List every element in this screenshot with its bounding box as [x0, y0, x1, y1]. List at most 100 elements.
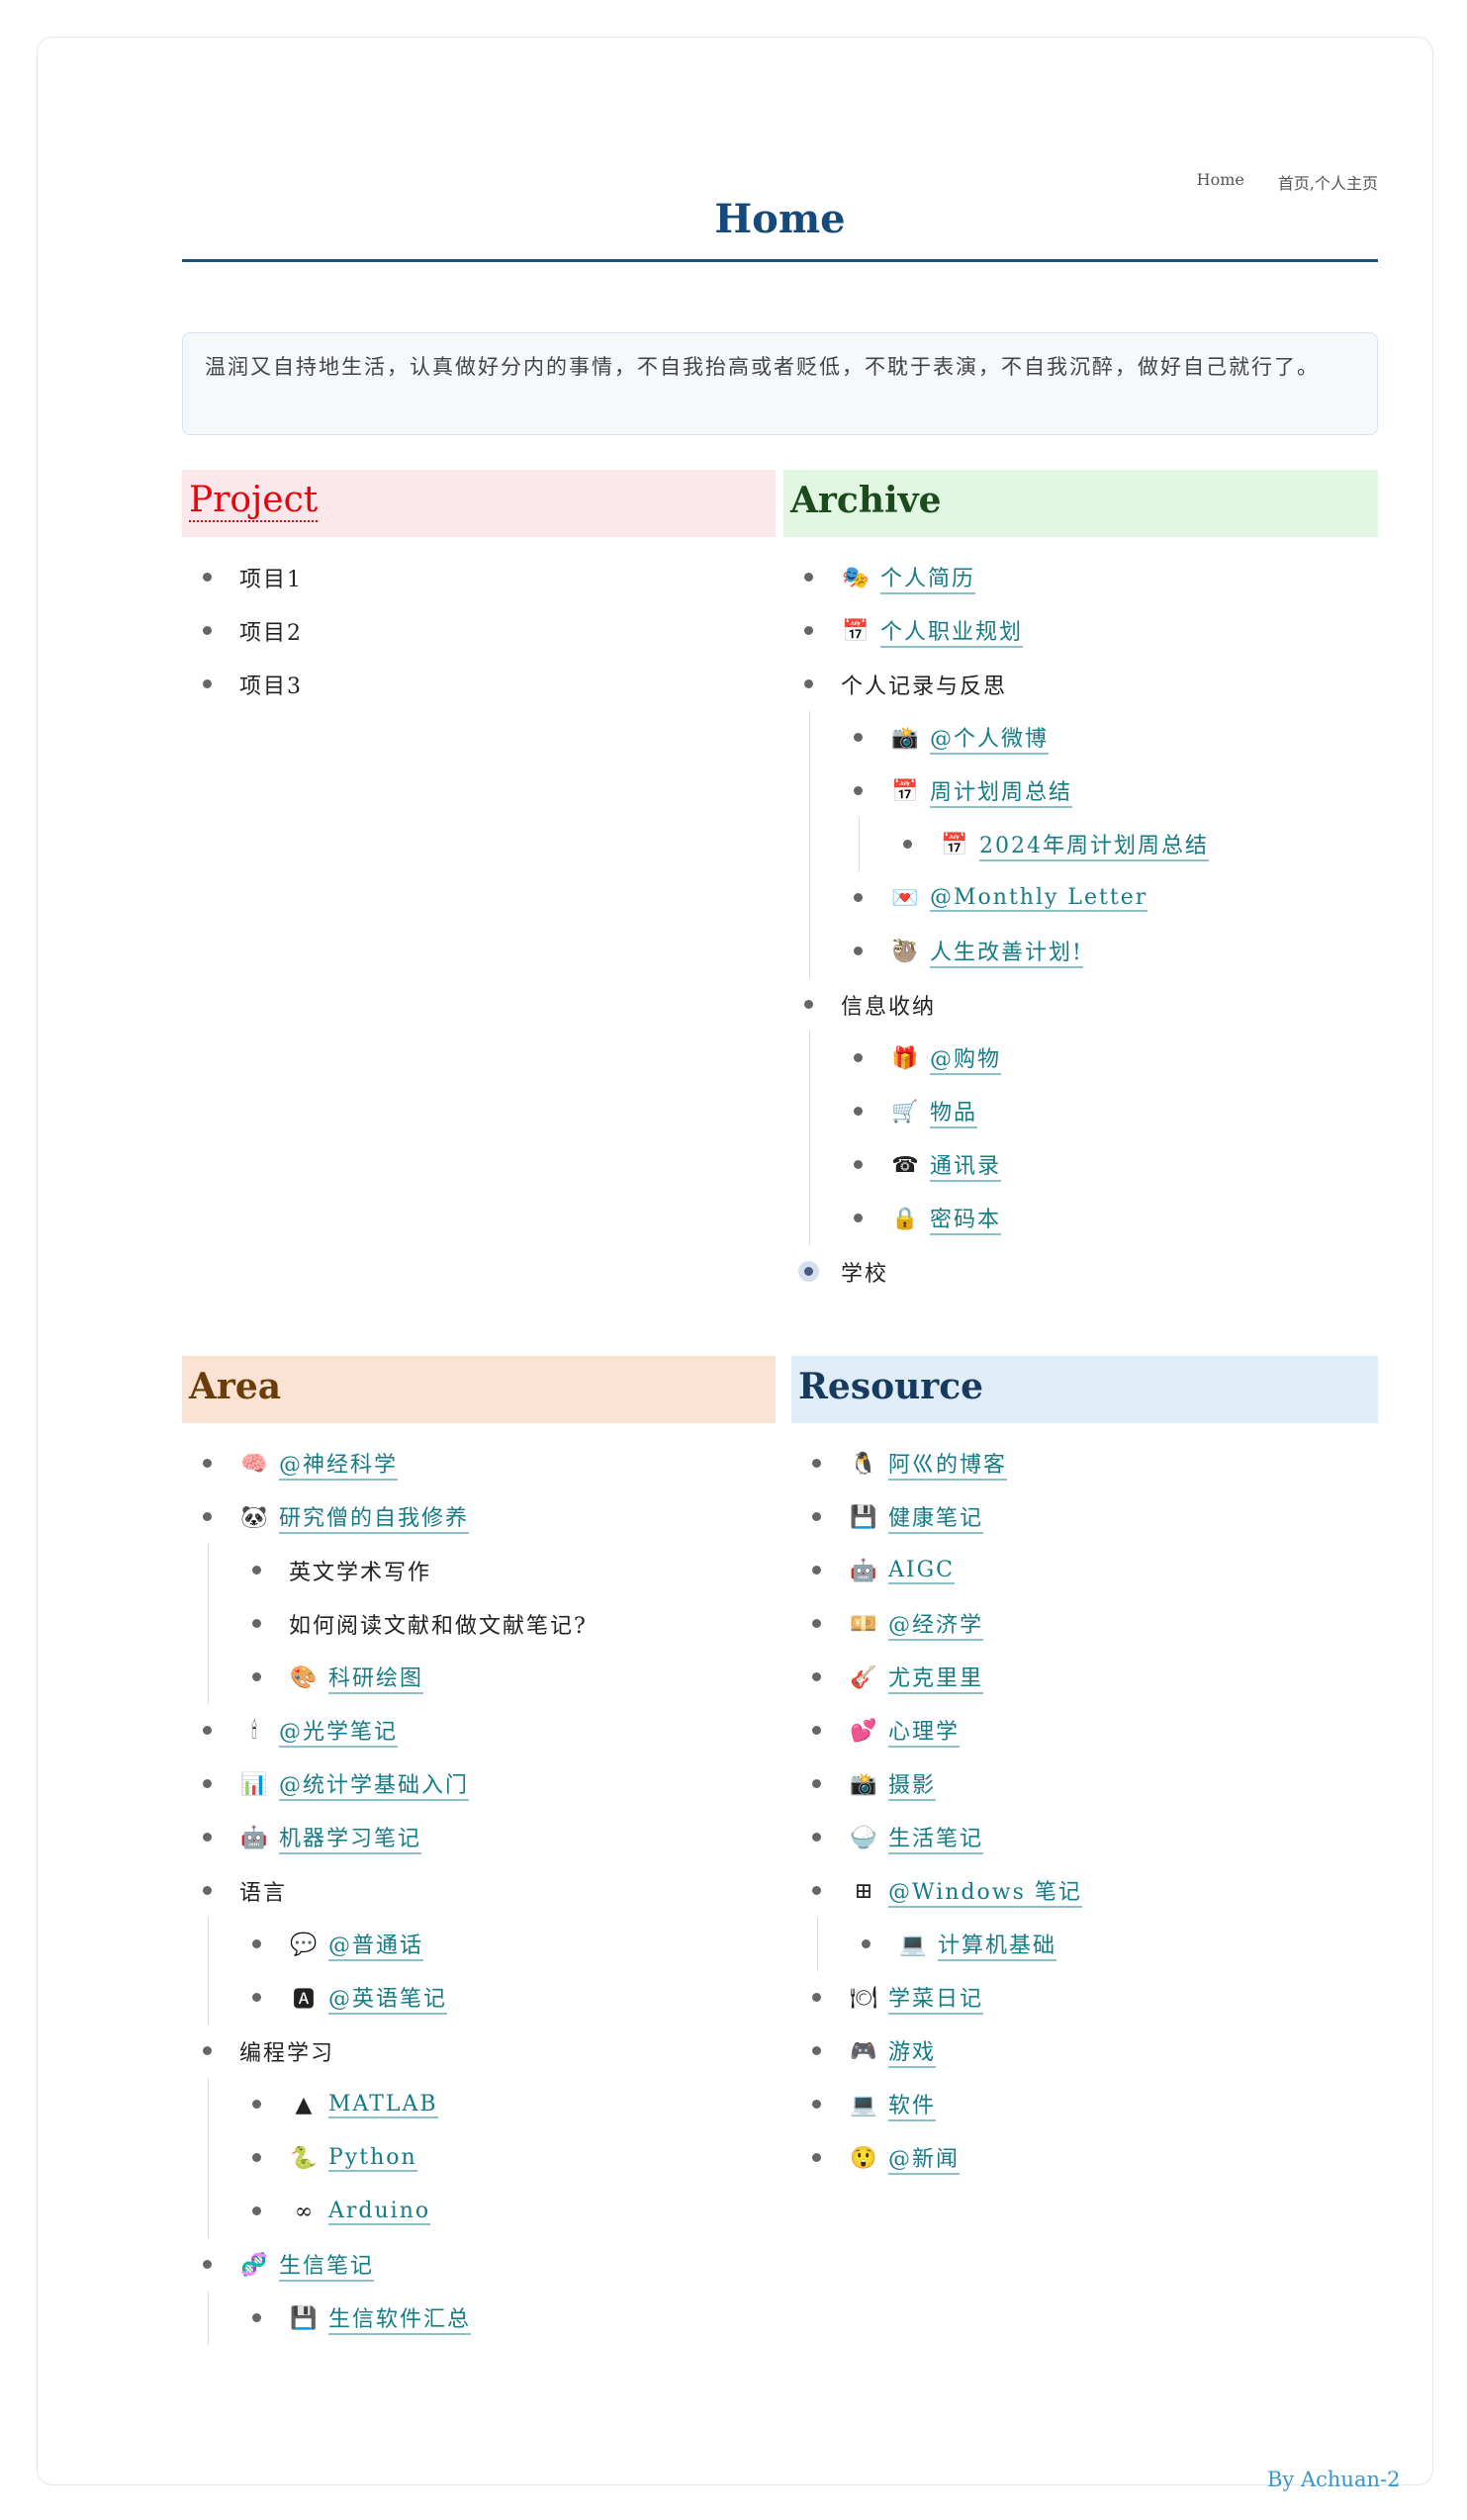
bullet-icon[interactable]	[252, 1619, 261, 1628]
bullet-icon[interactable]	[203, 1833, 212, 1842]
list-item-row[interactable]: 📅 周计划周总结	[833, 765, 1378, 818]
bullet-icon[interactable]	[854, 1214, 863, 1222]
page-link[interactable]: Python	[328, 2144, 417, 2172]
list-item-row[interactable]: 🤖 机器学习笔记	[182, 1811, 776, 1864]
page-link[interactable]: 密码本	[930, 1202, 1002, 1235]
page-link[interactable]: @统计学基础入门	[279, 1767, 470, 1801]
page-link[interactable]: 个人简历	[880, 561, 976, 594]
page-link[interactable]: @新闻	[888, 2141, 961, 2175]
page-link[interactable]: @神经科学	[279, 1447, 399, 1481]
bullet-icon[interactable]	[804, 626, 813, 635]
bullet-icon[interactable]	[812, 2046, 821, 2055]
bullet-icon[interactable]	[203, 2260, 212, 2269]
bullet-icon[interactable]	[804, 573, 813, 582]
bullet-icon[interactable]	[252, 2206, 261, 2215]
bullet-icon[interactable]	[854, 893, 863, 902]
list-item-row[interactable]: 💻 计算机基础	[841, 1918, 1378, 1971]
page-link[interactable]: 人生改善计划!	[930, 935, 1083, 968]
bullet-icon[interactable]	[804, 1000, 813, 1009]
bullet-icon[interactable]	[252, 2153, 261, 2162]
list-item-row[interactable]: 🦥 人生改善计划!	[833, 925, 1378, 978]
list-item-row[interactable]: 🍚 生活笔记	[791, 1811, 1378, 1864]
list-item-row[interactable]: 💾 生信软件汇总	[231, 2292, 776, 2345]
list-item-row[interactable]: 🎨 科研绘图	[231, 1651, 776, 1704]
page-link[interactable]: 生信软件汇总	[328, 2301, 472, 2335]
bullet-icon[interactable]	[862, 1939, 871, 1948]
page-link[interactable]: @个人微博	[930, 721, 1050, 755]
bullet-icon[interactable]	[812, 1886, 821, 1895]
page-link[interactable]: 计算机基础	[938, 1928, 1057, 1961]
page-link[interactable]: 健康笔记	[888, 1500, 984, 1534]
list-item-row[interactable]: 🍽 学菜日记	[791, 1971, 1378, 2025]
bullet-icon[interactable]	[203, 573, 212, 582]
list-item-row[interactable]: 📸 摄影	[791, 1757, 1378, 1811]
list-item-row[interactable]: ∞ Arduino	[231, 2185, 776, 2238]
page-link[interactable]: 软件	[888, 2088, 937, 2121]
bullet-icon[interactable]	[854, 733, 863, 742]
bullet-icon[interactable]	[203, 626, 212, 635]
bullet-icon[interactable]	[252, 1672, 261, 1681]
list-item-row[interactable]: ▲ MATLAB	[231, 2078, 776, 2131]
page-link[interactable]: 个人职业规划	[880, 614, 1024, 648]
page-link[interactable]: @购物	[930, 1041, 1002, 1075]
list-item-row[interactable]: 🅰 @英语笔记	[231, 1971, 776, 2025]
list-item-row[interactable]: 🐧 阿巛的博客	[791, 1437, 1378, 1490]
breadcrumb-aliases[interactable]: 首页,个人主页	[1277, 174, 1378, 193]
list-item-row[interactable]: 🎮 游戏	[791, 2025, 1378, 2078]
list-item-row[interactable]: 🕯 @光学笔记	[182, 1704, 776, 1757]
list-item-row[interactable]: 💾 健康笔记	[791, 1490, 1378, 1544]
list-item-row[interactable]: 🧬 生信笔记	[182, 2238, 776, 2292]
page-link[interactable]: 生信笔记	[279, 2248, 375, 2282]
bullet-icon[interactable]	[252, 1939, 261, 1948]
bullet-icon[interactable]	[812, 2153, 821, 2162]
bullet-icon[interactable]	[854, 1160, 863, 1169]
list-item-row[interactable]: ☎ 通讯录	[833, 1138, 1378, 1192]
list-item-row[interactable]: 📊 @统计学基础入门	[182, 1757, 776, 1811]
page-link[interactable]: 游戏	[888, 2034, 937, 2068]
page-link[interactable]: @经济学	[888, 1607, 984, 1641]
bullet-icon[interactable]	[903, 840, 912, 849]
bullet-icon[interactable]	[854, 786, 863, 795]
page-link[interactable]: 尤克里里	[888, 1661, 984, 1694]
list-item-row[interactable]: 🐍 Python	[231, 2131, 776, 2185]
bullet-icon[interactable]	[203, 2046, 212, 2055]
bullet-icon[interactable]	[812, 1619, 821, 1628]
list-item-row[interactable]: 💬 @普通话	[231, 1918, 776, 1971]
list-item-row[interactable]: 📅 个人职业规划	[783, 604, 1378, 658]
page-link[interactable]: 研究僧的自我修养	[279, 1500, 470, 1534]
page-link[interactable]: MATLAB	[328, 2091, 438, 2118]
list-item-row[interactable]: 🐼 研究僧的自我修养	[182, 1490, 776, 1544]
page-link[interactable]: @Windows 笔记	[888, 1874, 1082, 1908]
bullet-icon[interactable]	[203, 1886, 212, 1895]
page-link[interactable]: 生活笔记	[888, 1821, 984, 1854]
page-link[interactable]: 2024年周计划周总结	[979, 828, 1209, 861]
list-item-row[interactable]: 💻 软件	[791, 2078, 1378, 2131]
list-item-row[interactable]: 🧠 @神经科学	[182, 1437, 776, 1490]
page-link[interactable]: 摄影	[888, 1767, 937, 1801]
bullet-icon[interactable]	[854, 946, 863, 955]
page-link[interactable]: 周计划周总结	[930, 774, 1073, 808]
page-link[interactable]: AIGC	[888, 1557, 955, 1584]
bullet-icon[interactable]	[203, 1726, 212, 1735]
list-item-row[interactable]: 🛒 物品	[833, 1085, 1378, 1138]
bullet-icon[interactable]	[854, 1053, 863, 1062]
list-item-row[interactable]: 💴 @经济学	[791, 1597, 1378, 1651]
list-item-row[interactable]: ⊞ @Windows 笔记	[791, 1864, 1378, 1918]
bullet-icon[interactable]	[812, 1993, 821, 2002]
bullet-icon[interactable]	[812, 1512, 821, 1521]
bullet-icon[interactable]	[812, 1459, 821, 1468]
bullet-icon[interactable]	[812, 2100, 821, 2109]
page-link[interactable]: Arduino	[328, 2198, 431, 2225]
page-link[interactable]: @普通话	[328, 1928, 424, 1961]
list-item-row[interactable]: 🎭 个人简历	[783, 551, 1378, 604]
page-link[interactable]: 物品	[930, 1095, 978, 1128]
bullet-icon[interactable]	[804, 679, 813, 688]
page-link[interactable]: @Monthly Letter	[930, 884, 1148, 912]
bullet-icon[interactable]	[812, 1833, 821, 1842]
bullet-icon[interactable]	[812, 1726, 821, 1735]
bullet-icon[interactable]	[203, 1779, 212, 1788]
list-item-row[interactable]: 🔒 密码本	[833, 1192, 1378, 1245]
page-link[interactable]: @英语笔记	[328, 1981, 448, 2015]
bullet-icon[interactable]	[812, 1672, 821, 1681]
list-item-row[interactable]: 😲 @新闻	[791, 2131, 1378, 2185]
